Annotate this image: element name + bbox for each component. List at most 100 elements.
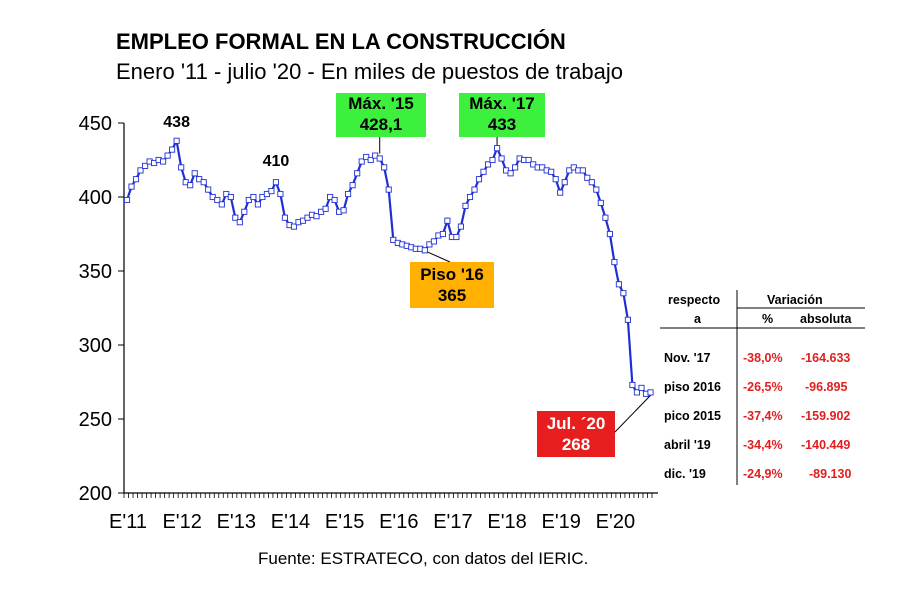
table-row-abs: -96.895 bbox=[805, 380, 848, 394]
data-point bbox=[331, 196, 338, 204]
data-point bbox=[588, 179, 595, 186]
annotation-jul-2020-label: Jul. ´20 bbox=[546, 414, 606, 433]
annotation-max-2015-label: Máx. '15 bbox=[348, 94, 414, 113]
x-tick-label: E'12 bbox=[162, 511, 201, 533]
variation-table: respecto a Variación % absoluta Nov. '17… bbox=[660, 290, 870, 490]
table-row-abs: -140.449 bbox=[801, 438, 851, 452]
data-point bbox=[462, 202, 469, 209]
data-point bbox=[381, 164, 388, 171]
data-point bbox=[512, 164, 519, 171]
table-row-pct: -34,4% bbox=[743, 438, 783, 452]
data-point bbox=[611, 259, 618, 266]
annotation-max-2017-label: Máx. '17 bbox=[469, 94, 535, 113]
table-row-abs: -89.130 bbox=[809, 467, 852, 481]
data-point bbox=[137, 167, 144, 174]
data-point bbox=[453, 233, 460, 241]
data-point bbox=[272, 179, 279, 186]
data-point bbox=[281, 214, 288, 221]
data-point bbox=[187, 182, 194, 189]
data-point bbox=[606, 230, 613, 238]
data-point bbox=[349, 182, 356, 189]
table-lines bbox=[660, 290, 865, 485]
data-point bbox=[358, 158, 365, 165]
source-note: Fuente: ESTRATECO, con datos del IERIC. bbox=[258, 549, 589, 568]
data-point bbox=[191, 170, 198, 177]
data-point bbox=[466, 193, 474, 201]
data-point bbox=[494, 145, 501, 152]
data-point bbox=[579, 167, 586, 174]
data-point bbox=[214, 196, 221, 204]
series-line bbox=[125, 137, 651, 396]
data-point bbox=[200, 179, 207, 186]
x-tick-label: E'14 bbox=[271, 511, 310, 533]
x-tick-label: E'19 bbox=[542, 511, 581, 533]
data-point bbox=[250, 193, 257, 201]
data-point bbox=[633, 389, 640, 396]
x-tick-label: E'20 bbox=[596, 511, 635, 533]
axes bbox=[118, 122, 658, 498]
data-point bbox=[647, 389, 654, 396]
table-row-pct: -38,0% bbox=[743, 351, 783, 365]
table-header-respecto: respecto bbox=[668, 293, 721, 307]
data-point bbox=[561, 179, 568, 186]
data-point bbox=[525, 156, 532, 164]
y-tick-label: 200 bbox=[79, 483, 112, 505]
data-point bbox=[615, 281, 622, 288]
data-point bbox=[354, 170, 361, 177]
table-header-variacion: Variación bbox=[767, 293, 823, 307]
table-header-pct: % bbox=[762, 312, 774, 326]
data-point bbox=[376, 155, 383, 162]
annotation-max-2015-value: 428,1 bbox=[359, 115, 403, 134]
table-row-abs: -159.902 bbox=[801, 409, 851, 423]
table-row-pct: -26,5% bbox=[743, 380, 783, 394]
data-point bbox=[430, 238, 437, 245]
data-point bbox=[132, 176, 140, 183]
data-point bbox=[385, 186, 392, 193]
x-tick-label: E'18 bbox=[487, 511, 526, 533]
annotation-piso-2016: Piso '16 365 bbox=[410, 262, 494, 308]
data-point bbox=[602, 214, 609, 221]
table-row-pct: -37,4% bbox=[743, 409, 783, 423]
annotation-piso-2016-label: Piso '16 bbox=[420, 265, 484, 284]
annotation-max-2017: Máx. '17 433 bbox=[459, 93, 545, 137]
annotation-jul-2020: Jul. ´20 268 bbox=[537, 411, 615, 457]
data-point bbox=[277, 190, 284, 198]
chart-subtitle: Enero '11 - julio '20 - En miles de pues… bbox=[116, 59, 623, 84]
data-point bbox=[236, 219, 243, 226]
data-point bbox=[227, 193, 234, 201]
y-tick-label: 450 bbox=[79, 113, 112, 135]
data-point bbox=[173, 137, 180, 144]
annotation-jul-2020-value: 268 bbox=[561, 435, 591, 454]
data-point bbox=[439, 230, 446, 238]
data-point bbox=[444, 217, 451, 224]
data-point bbox=[498, 155, 505, 162]
data-point bbox=[290, 223, 298, 230]
data-point bbox=[178, 164, 185, 171]
data-point bbox=[484, 161, 492, 168]
data-point bbox=[638, 384, 645, 391]
data-point bbox=[164, 152, 171, 159]
table-row-ref: piso 2016 bbox=[664, 380, 721, 394]
y-tick-label: 400 bbox=[79, 187, 112, 209]
y-tick-label: 350 bbox=[79, 261, 112, 283]
table-row-abs: -164.633 bbox=[801, 351, 851, 365]
data-point bbox=[557, 189, 564, 196]
data-point bbox=[142, 162, 149, 169]
data-point bbox=[593, 186, 600, 193]
data-point bbox=[489, 156, 496, 164]
data-point bbox=[232, 214, 239, 221]
table-row-ref: abril '19 bbox=[664, 438, 711, 452]
table-row-ref: dic. '19 bbox=[664, 467, 706, 481]
x-tick-label: E'17 bbox=[433, 511, 472, 533]
data-point bbox=[254, 201, 261, 208]
tick-labels: 200 250 300 350 400 450 E'11 E'12 E'13 E'14 E'15 E'… bbox=[79, 113, 635, 533]
data-point bbox=[475, 176, 483, 183]
data-point bbox=[128, 183, 135, 190]
series-markers bbox=[123, 137, 654, 397]
data-point bbox=[548, 168, 555, 175]
chart-title: EMPLEO FORMAL EN LA CONSTRUCCIÓN bbox=[116, 29, 566, 54]
data-point bbox=[507, 170, 514, 177]
annotation-max-2017-value: 433 bbox=[487, 115, 517, 134]
y-tick-label: 250 bbox=[79, 409, 112, 431]
data-point bbox=[624, 316, 631, 323]
